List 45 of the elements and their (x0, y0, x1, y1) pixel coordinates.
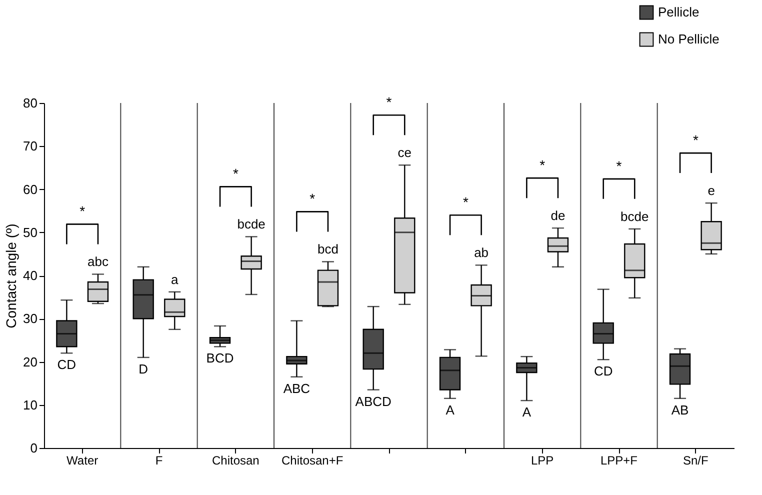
y-tick-label: 20 (23, 354, 38, 370)
y-tick-label: 60 (23, 182, 38, 197)
legend-label: Pellicle (658, 4, 700, 20)
text: ABC (283, 380, 310, 396)
annotation: * (232, 166, 239, 182)
x-tick-label: F (155, 454, 163, 468)
text: AB (671, 402, 689, 418)
text: CD (594, 364, 613, 379)
text: bcd (317, 242, 338, 257)
x-tick-label: Chitosan (212, 454, 260, 468)
text: de (550, 208, 566, 224)
text: A (446, 402, 454, 418)
annotation: * (616, 158, 622, 174)
text: CD (57, 357, 76, 372)
annotation: * (310, 190, 316, 207)
x-tick-label: LPP+F (600, 454, 638, 468)
y-tick-label: 80 (23, 96, 38, 110)
text: e (708, 183, 715, 198)
x-tick-label: Chitosan+F (281, 454, 344, 468)
annotation: * (80, 203, 86, 220)
y-tick-label: 10 (23, 397, 38, 412)
text: D (138, 361, 148, 376)
annotation: * (462, 194, 469, 210)
text: ce (398, 145, 412, 160)
y-tick-label: 70 (23, 138, 38, 154)
text: a (171, 272, 178, 287)
y-tick-label: 50 (23, 224, 38, 240)
text: bcde (620, 208, 649, 224)
y-tick-label: 0 (30, 440, 38, 456)
y-axis-title: Contact angle (º) (3, 224, 20, 328)
x-tick-label: Sn/F (682, 454, 708, 468)
legend-label: No Pellicle (658, 32, 720, 46)
x-tick-label: Water (66, 454, 98, 468)
y-tick-label: 40 (23, 268, 38, 283)
annotation: * (540, 157, 546, 174)
annotation: * (386, 94, 392, 110)
text: bcde (237, 216, 266, 232)
text: A (522, 404, 532, 420)
annotation: * (692, 132, 699, 148)
text: ABCD (355, 394, 392, 409)
y-tick-label: 30 (23, 311, 38, 326)
x-tick-label: LPP (530, 454, 554, 468)
text: BCD (206, 350, 234, 366)
text: ab (474, 245, 489, 260)
text: abc (87, 254, 108, 270)
